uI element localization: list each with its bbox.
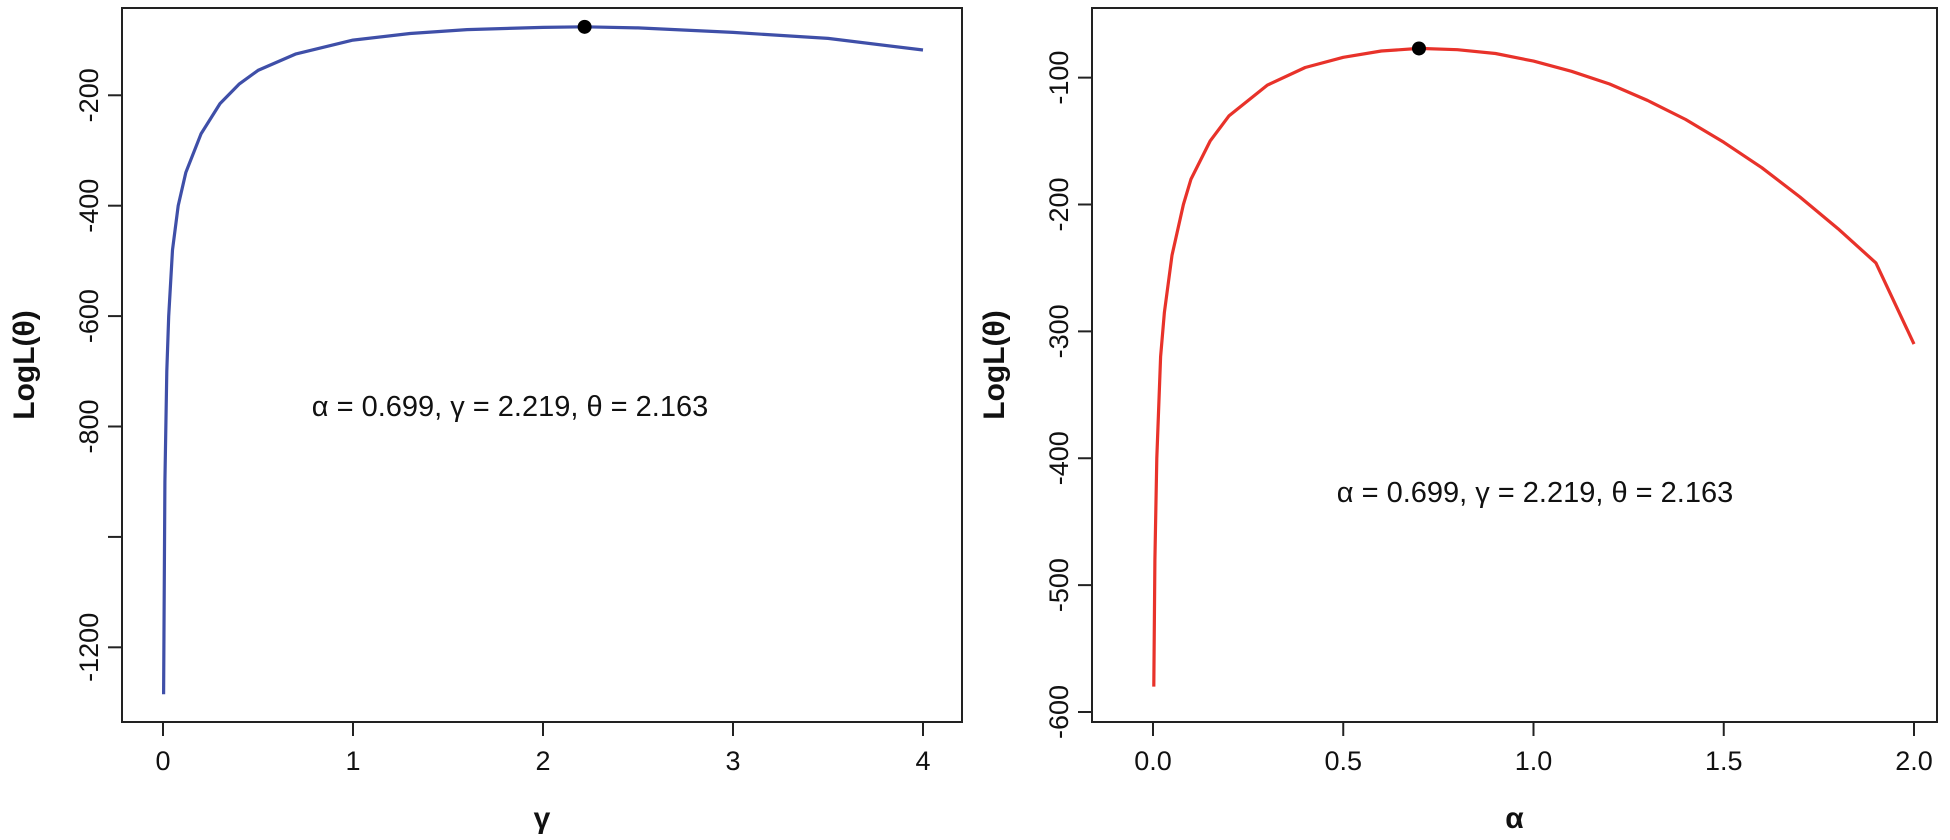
x-tick-label: 0: [155, 746, 170, 776]
y-tick-label: -1200: [74, 613, 104, 682]
x-tick-label: 1.5: [1705, 746, 1743, 776]
y-tick-label: -200: [74, 68, 104, 122]
x-tick-label: 1.0: [1515, 746, 1553, 776]
y-tick-label: -400: [1044, 431, 1074, 485]
y-axis-title: LogL(θ): [978, 310, 1011, 420]
plot-frame: [121, 7, 963, 723]
maximum-point-marker: [1411, 41, 1426, 56]
x-tick-label: 2.0: [1895, 746, 1933, 776]
y-tick-label: -200: [1044, 177, 1074, 231]
estimate-annotation: α = 0.699, γ = 2.219, θ = 2.163: [312, 391, 708, 423]
y-tick-label: -600: [1044, 685, 1074, 739]
x-tick-label: 2: [535, 746, 550, 776]
y-tick-label: -100: [1044, 51, 1074, 105]
plot-frame: [1091, 7, 1938, 723]
y-tick-label: -400: [74, 179, 104, 233]
log-likelihood-alpha-panel: -600 -500 -400 -300 -200 -100 0.0 0.5 1.0 1.5 2.0 α…: [978, 7, 1938, 835]
y-axis-title: LogL(θ): [8, 310, 41, 420]
x-tick-label: 0.0: [1134, 746, 1172, 776]
x-axis-title: γ: [534, 802, 551, 835]
y-tick-label: -600: [74, 289, 104, 343]
x-tick-label: 1: [345, 746, 360, 776]
y-tick-label: -300: [1044, 304, 1074, 358]
maximum-point-marker: [577, 19, 592, 34]
y-tick-label: -500: [1044, 558, 1074, 612]
x-tick-label: 0.5: [1324, 746, 1362, 776]
log-likelihood-curve: [1152, 46, 1916, 687]
x-tick-label: 4: [915, 746, 930, 776]
x-axis-title: α: [1505, 802, 1524, 835]
estimate-annotation: α = 0.699, γ = 2.219, θ = 2.163: [1337, 477, 1733, 509]
log-likelihood-gamma-panel: -1200 -800 -600 -400 -200 0 1 2 3 4 γ LogL(θ) α = 0.…: [8, 7, 963, 835]
y-tick-label: -800: [74, 399, 104, 453]
log-likelihood-curve: [162, 25, 924, 695]
x-tick-label: 3: [725, 746, 740, 776]
